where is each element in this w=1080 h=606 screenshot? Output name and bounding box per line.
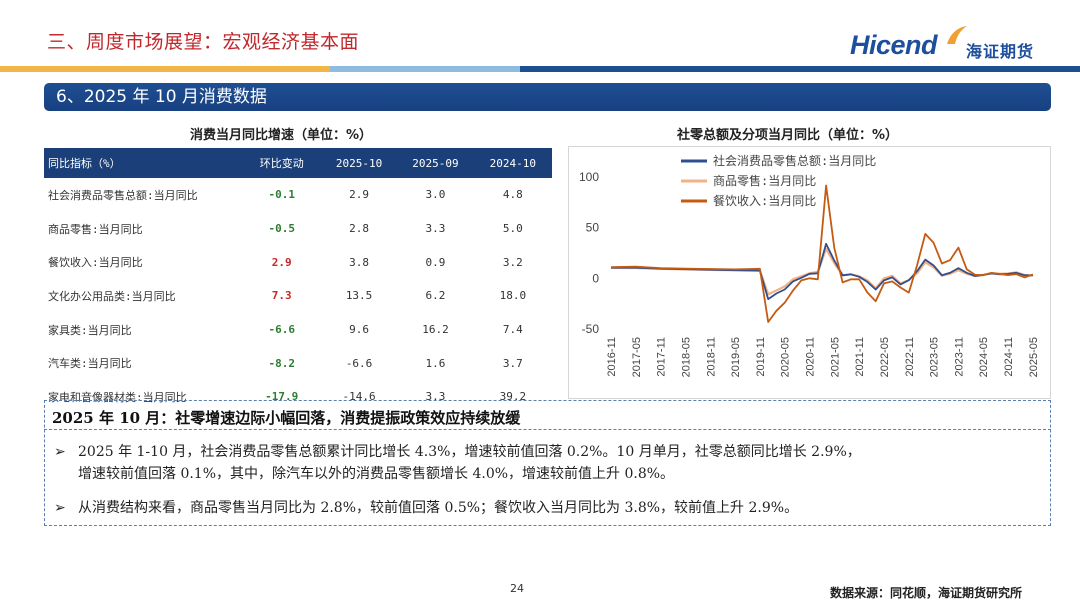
x-tick-label: 2021-05	[829, 337, 841, 377]
table-row: 商品零售:当月同比 -0.5 2.8 3.3 5.0	[44, 212, 552, 246]
table-row: 汽车类:当月同比 -8.2 -6.6 1.6 3.7	[44, 346, 552, 380]
y-tick-label: 0	[592, 271, 599, 285]
logo-text-cn: 海证期货	[966, 42, 1035, 61]
mom-change-cell: 7.3	[271, 289, 292, 303]
row-label: 社会消费品零售总额:当月同比	[48, 188, 198, 202]
x-tick-label: 2024-11	[1003, 337, 1015, 377]
value-cell: 2.8	[349, 222, 369, 236]
summary-box	[44, 400, 1051, 526]
table-caption: 消费当月同比增速（单位：%）	[190, 128, 373, 143]
consumption-table: 同比指标（%） 环比变动 2025-10 2025-09 2024-10 社会消…	[44, 148, 552, 404]
bullet-arrow-icon: ➢	[54, 444, 66, 460]
value-cell: 6.2	[425, 289, 446, 303]
value-cell: 1.6	[425, 356, 446, 370]
col-header-mom-change: 环比变动	[242, 148, 321, 178]
col-header-2025-09: 2025-09	[397, 148, 474, 178]
page-number: 24	[510, 582, 524, 595]
row-label: 汽车类:当月同比	[48, 357, 132, 371]
mom-change-cell: -8.2	[268, 356, 295, 370]
y-tick-label: -50	[582, 322, 600, 336]
col-header-2024-10: 2024-10	[473, 148, 552, 178]
x-tick-label: 2025-05	[1028, 337, 1040, 377]
company-logo: Hicend 海证期货	[850, 26, 1060, 64]
summary-heading: 2025 年 10 月：社零增速边际小幅回落，消费提振政策效应持续放缓	[52, 409, 521, 427]
table-row: 家具类:当月同比 -6.6 9.6 16.2 7.4	[44, 313, 552, 347]
x-tick-label: 2023-05	[929, 337, 941, 377]
logo-swoosh-icon	[947, 26, 967, 44]
x-tick-label: 2020-05	[780, 337, 792, 377]
summary-bullet-1: ➢ 2025 年 1-10 月，社会消费品零售总额累计同比增长 4.3%，增速较…	[54, 441, 1044, 485]
header-stripe-blue	[520, 66, 1080, 72]
value-cell: 3.3	[425, 222, 446, 236]
value-cell: 3.0	[425, 188, 446, 202]
x-tick-label: 2022-11	[904, 337, 916, 377]
table-row: 文化办公用品类:当月同比 7.3 13.5 6.2 18.0	[44, 279, 552, 313]
value-cell: 3.7	[502, 356, 523, 370]
x-tick-label: 2017-11	[656, 337, 668, 377]
value-cell: -6.6	[345, 356, 373, 370]
legend-label: 商品零售:当月同比	[713, 173, 816, 188]
table-row: 餐饮收入:当月同比 2.9 3.8 0.9 3.2	[44, 245, 552, 279]
value-cell: 18.0	[499, 289, 527, 303]
chart-svg: 100 50 0 -50 2016-11 2017-05 2017-11 2018-05 201…	[579, 153, 1040, 377]
header-stripe-orange	[0, 66, 330, 72]
x-tick-label: 2018-05	[680, 337, 692, 377]
mom-change-cell: -0.1	[268, 188, 295, 202]
value-cell: 5.0	[502, 222, 523, 236]
value-cell: 16.2	[422, 323, 449, 337]
row-label: 商品零售:当月同比	[48, 222, 143, 236]
logo-text-en: Hicend	[850, 30, 938, 60]
bullet-1-line2: 增速较前值回落 0.1%，其中，除汽车以外的消费品零售额增长 4.0%，增速较前…	[78, 466, 675, 482]
mom-change-cell: -0.5	[268, 222, 295, 236]
x-tick-label: 2019-05	[730, 337, 742, 377]
x-tick-label: 2019-11	[755, 337, 767, 377]
bullet-arrow-icon: ➢	[54, 500, 66, 516]
x-tick-label: 2020-11	[805, 337, 817, 377]
value-cell: 3.8	[349, 255, 369, 269]
x-tick-label: 2024-05	[978, 337, 990, 377]
header-stripe-lightblue	[330, 66, 520, 72]
y-tick-label: 50	[586, 221, 600, 235]
x-tick-label: 2016-11	[606, 337, 618, 377]
x-tick-label: 2022-05	[879, 337, 891, 377]
row-label: 文化办公用品类:当月同比	[48, 289, 176, 303]
bullet-1-line1: 2025 年 1-10 月，社会消费品零售总额累计同比增长 4.3%，增速较前值…	[78, 444, 861, 460]
section-title-bar: 6、2025 年 10 月消费数据	[44, 83, 1051, 111]
value-cell: 2.9	[349, 188, 369, 202]
summary-bullet-2: ➢ 从消费结构来看，商品零售当月同比为 2.8%，较前值回落 0.5%；餐饮收入…	[54, 497, 1044, 519]
x-tick-label: 2017-05	[631, 337, 643, 377]
value-cell: 0.9	[425, 255, 446, 269]
col-header-2025-10: 2025-10	[320, 148, 398, 178]
table-header-row: 同比指标（%） 环比变动 2025-10 2025-09 2024-10	[44, 148, 552, 178]
value-cell: 3.2	[502, 255, 523, 269]
slide-title: 三、周度市场展望：宏观经济基本面	[47, 31, 360, 53]
value-cell: 7.4	[502, 323, 523, 337]
y-tick-label: 100	[579, 170, 599, 184]
mom-change-cell: -6.6	[268, 323, 295, 337]
value-cell: 9.6	[349, 323, 369, 337]
row-label: 餐饮收入:当月同比	[48, 256, 143, 270]
retail-sales-chart: 100 50 0 -50 2016-11 2017-05 2017-11 2018-05 201…	[568, 146, 1051, 399]
x-tick-label: 2023-11	[953, 337, 965, 377]
value-cell: 4.8	[502, 188, 523, 202]
legend-label: 社会消费品零售总额:当月同比	[713, 153, 876, 168]
row-label: 家具类:当月同比	[48, 323, 132, 337]
mom-change-cell: 2.9	[271, 255, 292, 269]
data-source: 数据来源：同花顺，海证期货研究所	[830, 586, 1023, 600]
x-tick-label: 2018-11	[705, 337, 717, 377]
value-cell: 13.5	[345, 289, 373, 303]
bullet-2-line1: 从消费结构来看，商品零售当月同比为 2.8%，较前值回落 0.5%；餐饮收入当月…	[78, 500, 799, 516]
legend-label: 餐饮收入:当月同比	[713, 193, 816, 208]
chart-caption: 社零总额及分项当月同比（单位：%）	[677, 128, 899, 143]
col-header-indicator: 同比指标（%）	[44, 148, 243, 178]
table-row: 社会消费品零售总额:当月同比 -0.1 2.9 3.0 4.8	[44, 178, 552, 212]
x-tick-label: 2021-11	[854, 337, 866, 377]
series-line	[610, 184, 1034, 323]
summary-divider	[44, 429, 1051, 430]
